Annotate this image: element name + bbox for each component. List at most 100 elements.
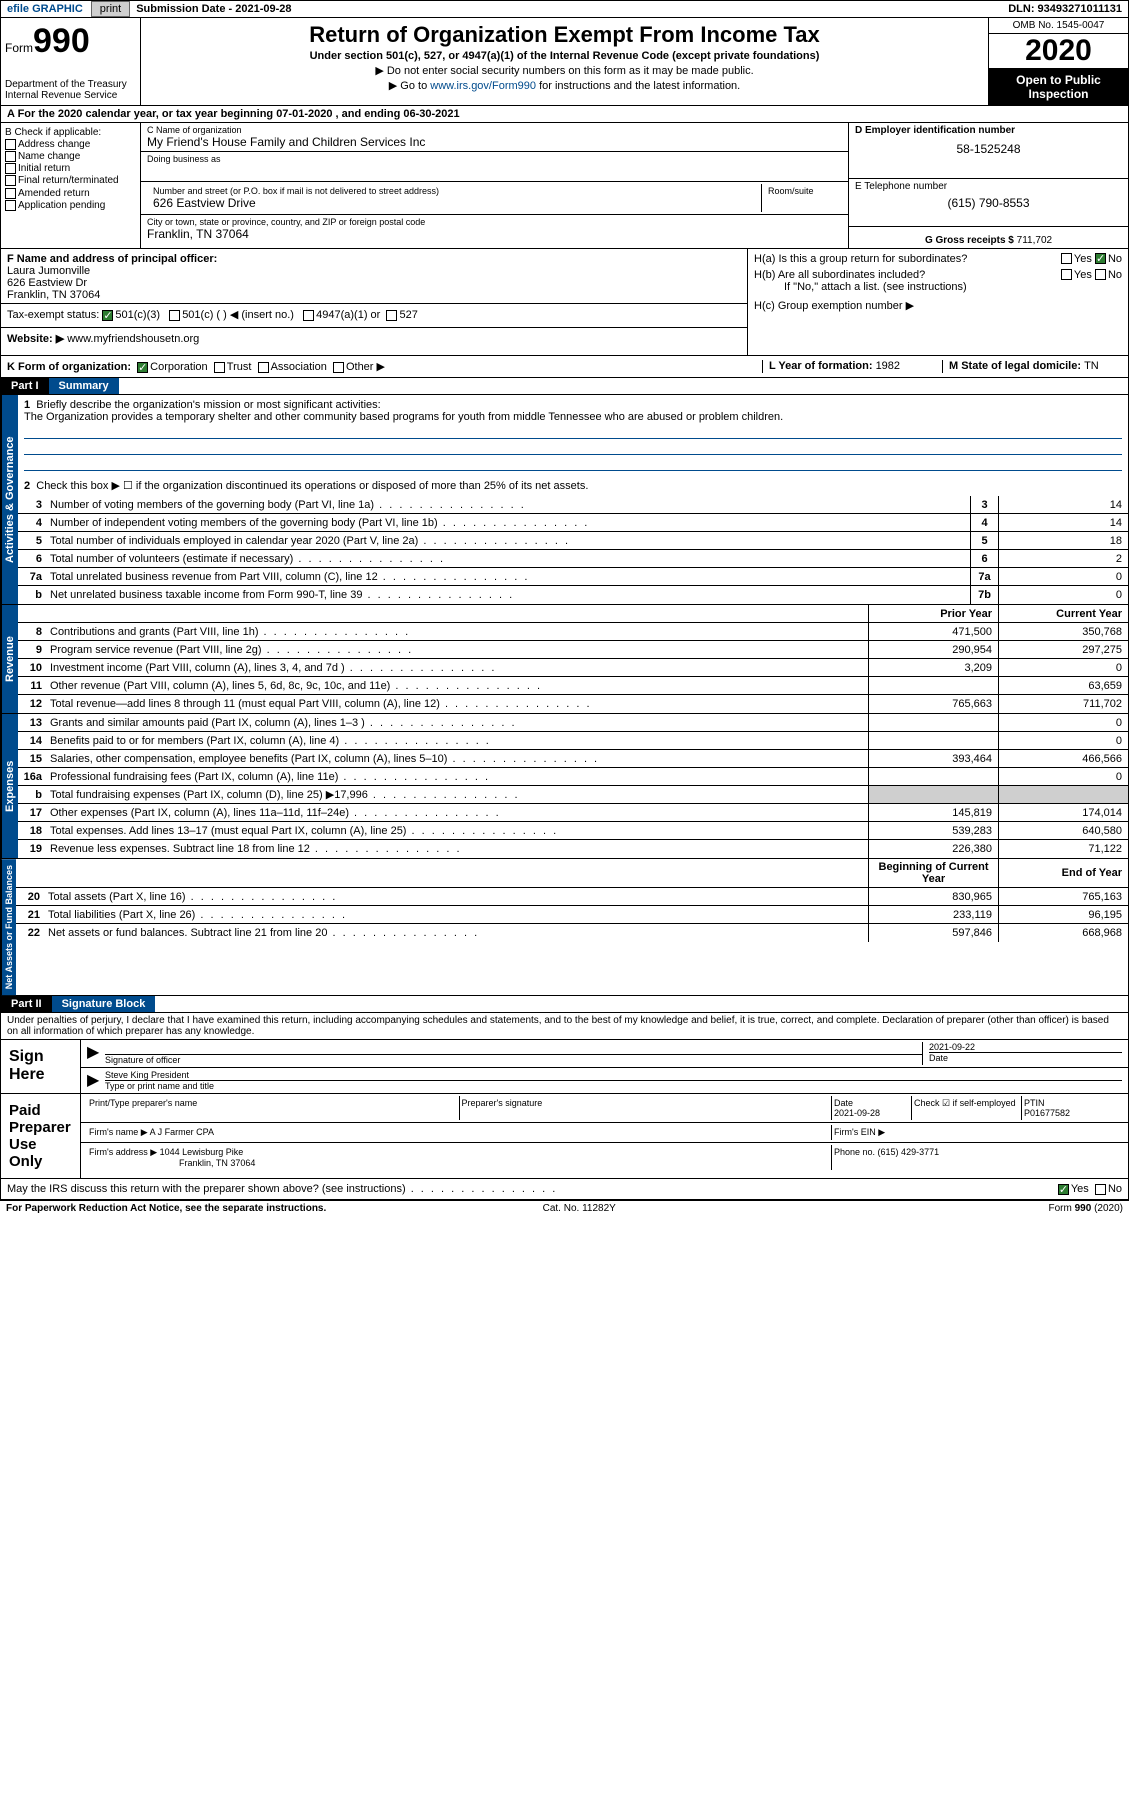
table-row: 14 Benefits paid to or for members (Part… xyxy=(18,732,1128,750)
ein-label: D Employer identification number xyxy=(855,125,1122,136)
line-text: Number of voting members of the governin… xyxy=(46,497,970,513)
irs-no[interactable] xyxy=(1095,1184,1106,1195)
line-num: 15 xyxy=(18,753,46,765)
dln: DLN: 93493271011131 xyxy=(1002,1,1128,17)
cb-other[interactable] xyxy=(333,362,344,373)
table-row: 17 Other expenses (Part IX, column (A), … xyxy=(18,804,1128,822)
line-box: 4 xyxy=(970,514,998,531)
topbar: efile GRAPHIC print Submission Date - 20… xyxy=(0,0,1129,18)
prior-year-value: 539,283 xyxy=(868,822,998,839)
website-row: Website: ▶ www.myfriendshousetn.org xyxy=(1,327,747,349)
efile-link[interactable]: efile GRAPHIC xyxy=(1,1,89,17)
line-box: 7b xyxy=(970,586,998,604)
prior-year-value: 145,819 xyxy=(868,804,998,821)
line-num: 19 xyxy=(18,843,46,855)
sig-date-label: Date xyxy=(929,1052,1122,1063)
current-year-value: 71,122 xyxy=(998,840,1128,858)
col-b-title: B Check if applicable: xyxy=(5,127,136,138)
firm-addr-label: Firm's address ▶ xyxy=(89,1147,160,1157)
current-year-value: 765,163 xyxy=(998,888,1128,905)
print-button[interactable]: print xyxy=(91,1,130,17)
irs-yes[interactable] xyxy=(1058,1184,1069,1195)
irs-question: May the IRS discuss this return with the… xyxy=(7,1183,557,1195)
ha-yes[interactable] xyxy=(1061,253,1072,264)
table-row: 18 Total expenses. Add lines 13–17 (must… xyxy=(18,822,1128,840)
cb-4947[interactable] xyxy=(303,310,314,321)
line-num: 12 xyxy=(18,698,46,710)
boy-header: Beginning of Current Year xyxy=(868,859,998,887)
submission-date: Submission Date - 2021-09-28 xyxy=(132,1,295,17)
line-num: 16a xyxy=(18,771,46,783)
form-header: Form990 Department of the Treasury Inter… xyxy=(0,18,1129,106)
cb-corp[interactable] xyxy=(137,362,148,373)
tel-label: E Telephone number xyxy=(855,181,1122,192)
line-num: 6 xyxy=(18,553,46,565)
cb-trust[interactable] xyxy=(214,362,225,373)
table-row: 3 Number of voting members of the govern… xyxy=(18,496,1128,514)
current-year-value: 0 xyxy=(998,768,1128,785)
current-year-value: 297,275 xyxy=(998,641,1128,658)
hb-row: H(b) Are all subordinates included? Yes … xyxy=(754,269,1122,281)
cb-501c[interactable] xyxy=(169,310,180,321)
tab-revenue: Revenue xyxy=(1,605,18,713)
line-box: 6 xyxy=(970,550,998,567)
prep-name-label: Print/Type preparer's name xyxy=(89,1098,197,1108)
cat-number: Cat. No. 11282Y xyxy=(543,1203,616,1214)
part1-netassets: Net Assets or Fund Balances Beginning of… xyxy=(0,859,1129,996)
cb-initial-return[interactable]: Initial return xyxy=(5,163,136,174)
cb-501c3[interactable] xyxy=(102,310,113,321)
line-num: 21 xyxy=(16,909,44,921)
room-label: Room/suite xyxy=(768,186,836,196)
tel-value: (615) 790-8553 xyxy=(855,196,1122,210)
current-year-value: 466,566 xyxy=(998,750,1128,767)
line-num: b xyxy=(18,789,46,801)
ha-no[interactable] xyxy=(1095,253,1106,264)
sign-here-block: Sign Here ▶ Signature of officer 2021-09… xyxy=(0,1040,1129,1094)
line-box: 7a xyxy=(970,568,998,585)
table-row: 4 Number of independent voting members o… xyxy=(18,514,1128,532)
line-box: 3 xyxy=(970,496,998,513)
org-name: My Friend's House Family and Children Se… xyxy=(147,135,842,149)
cb-527[interactable] xyxy=(386,310,397,321)
phone-val: (615) 429-3771 xyxy=(878,1147,940,1157)
cb-amended[interactable]: Amended return xyxy=(5,188,136,199)
cb-assoc[interactable] xyxy=(258,362,269,373)
line-text: Net unrelated business taxable income fr… xyxy=(46,587,970,603)
current-year-value: 711,702 xyxy=(998,695,1128,713)
line-text: Other revenue (Part VIII, column (A), li… xyxy=(46,678,868,694)
prior-year-value xyxy=(868,714,998,731)
irs-link[interactable]: www.irs.gov/Form990 xyxy=(430,80,536,92)
city-value: Franklin, TN 37064 xyxy=(147,227,842,241)
line-text: Total number of individuals employed in … xyxy=(46,533,970,549)
ptin-label: PTIN xyxy=(1024,1098,1045,1108)
table-row: 11 Other revenue (Part VIII, column (A),… xyxy=(18,677,1128,695)
cb-address-change[interactable]: Address change xyxy=(5,139,136,150)
line-text xyxy=(46,612,868,616)
sig-date-val: 2021-09-22 xyxy=(929,1042,1122,1052)
sig-officer-label: Signature of officer xyxy=(105,1055,180,1065)
table-row: 7a Total unrelated business revenue from… xyxy=(18,568,1128,586)
form-title: Return of Organization Exempt From Incom… xyxy=(145,22,984,48)
cb-pending[interactable]: Application pending xyxy=(5,200,136,211)
line-text: Total fundraising expenses (Part IX, col… xyxy=(46,786,868,803)
paid-preparer-label: Paid Preparer Use Only xyxy=(1,1094,81,1178)
irs-discuss-row: May the IRS discuss this return with the… xyxy=(0,1179,1129,1200)
line-num: 8 xyxy=(18,626,46,638)
part2-header: Part IISignature Block xyxy=(0,996,1129,1013)
hb-yes[interactable] xyxy=(1061,269,1072,280)
line-text: Contributions and grants (Part VIII, lin… xyxy=(46,624,868,640)
current-year-value: 668,968 xyxy=(998,924,1128,942)
q2-label: Check this box ▶ ☐ if the organization d… xyxy=(36,480,588,492)
line-text: Total number of volunteers (estimate if … xyxy=(46,551,970,567)
prior-year-value: 290,954 xyxy=(868,641,998,658)
hb-no[interactable] xyxy=(1095,269,1106,280)
part1-governance: Activities & Governance 1 Briefly descri… xyxy=(0,395,1129,605)
cb-final-return[interactable]: Final return/terminated xyxy=(5,175,136,186)
officer-name: Laura Jumonville xyxy=(7,265,741,277)
omb-number: OMB No. 1545-0047 xyxy=(989,18,1128,34)
sig-name-label: Type or print name and title xyxy=(105,1081,1122,1091)
city-label: City or town, state or province, country… xyxy=(147,217,842,227)
addr-value: 626 Eastview Drive xyxy=(153,196,755,210)
cb-name-change[interactable]: Name change xyxy=(5,151,136,162)
prep-date-label: Date xyxy=(834,1098,853,1108)
